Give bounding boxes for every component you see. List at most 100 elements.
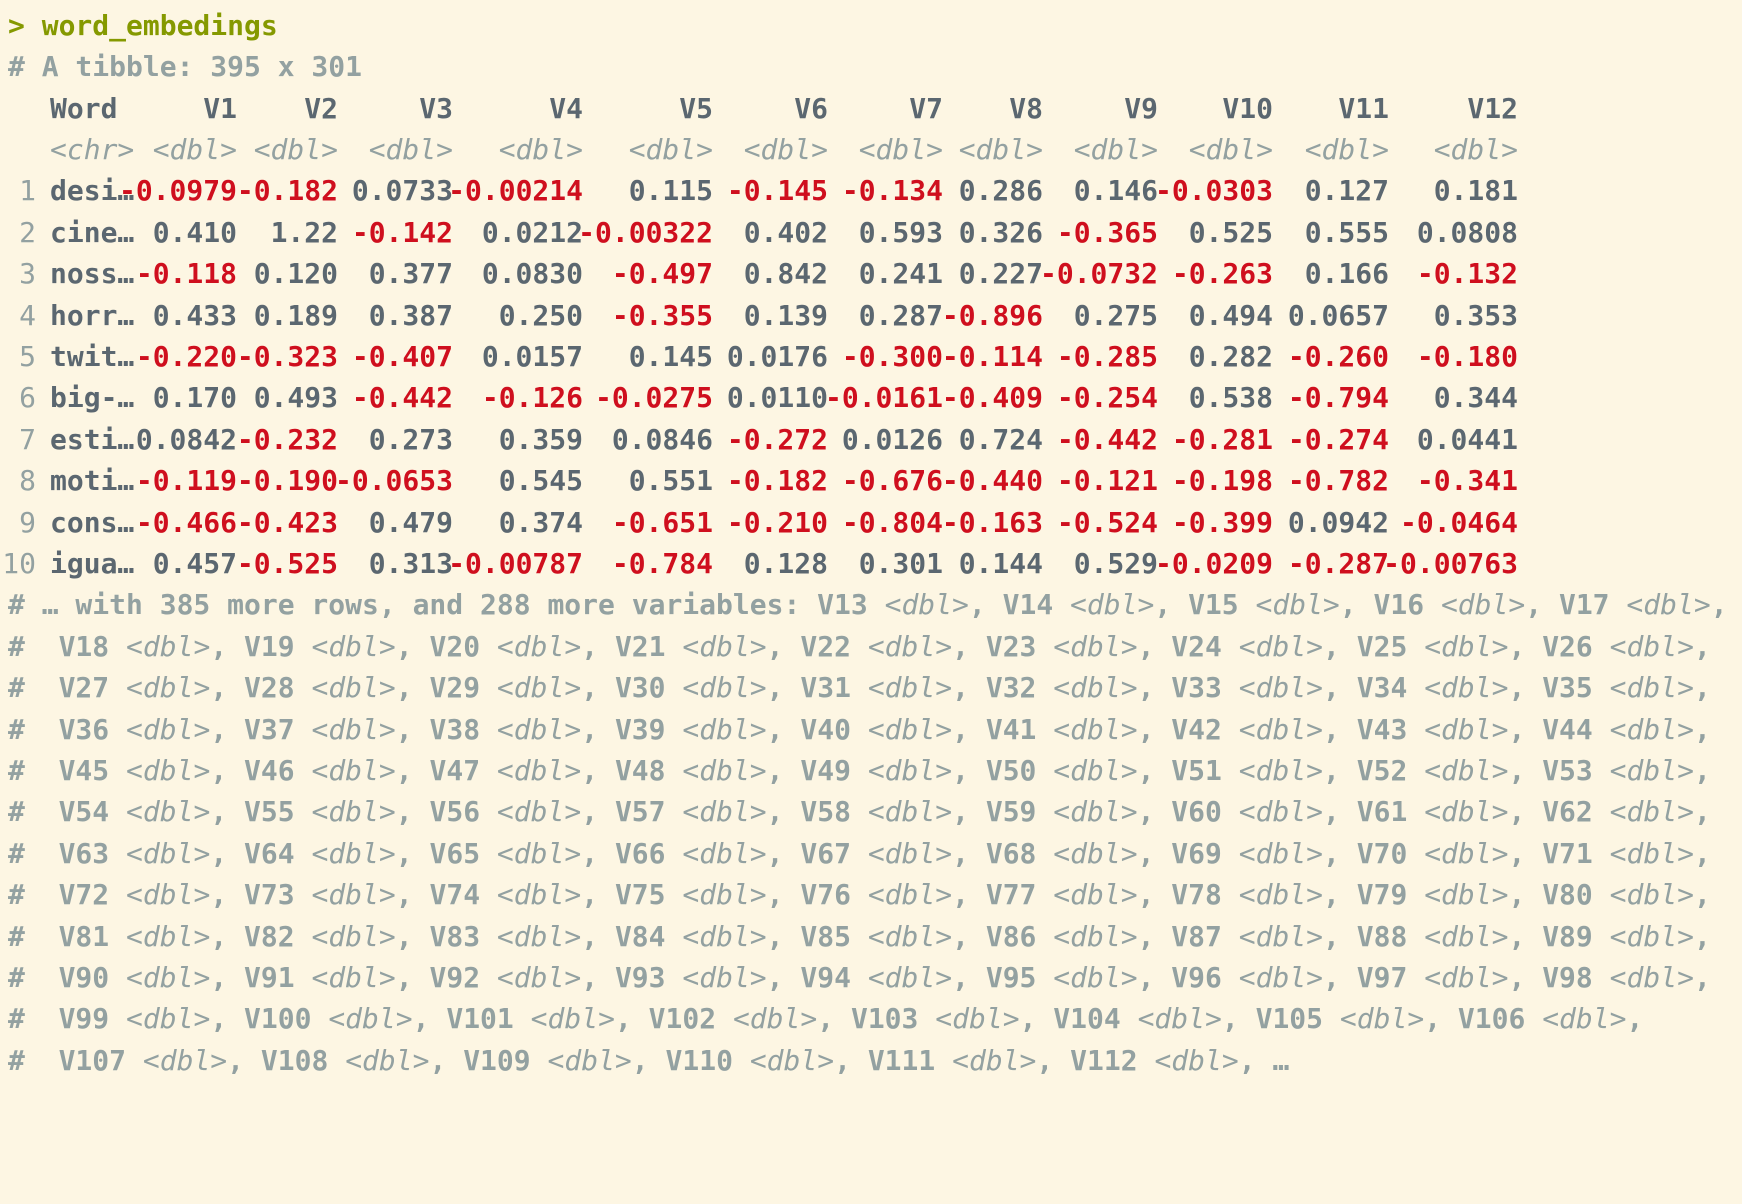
column-header: V1	[203, 91, 237, 125]
column-type: <dbl>	[743, 132, 828, 166]
value-cell: -0.274	[1287, 422, 1389, 456]
value-cell: -0.782	[1287, 464, 1389, 498]
variable-name: V53	[1542, 753, 1593, 787]
variable-type: <dbl>	[530, 1002, 615, 1036]
variable-type: <dbl>	[1053, 919, 1138, 953]
value-cell: -0.132	[1416, 257, 1518, 291]
variable-name: V79	[1356, 878, 1408, 912]
variable-type: <dbl>	[1053, 753, 1138, 787]
value-cell: 0.170	[152, 381, 237, 415]
value-cell: -0.00214	[448, 174, 583, 208]
table-row: 1 desi… -0.0979 -0.182 0.0733 -0.00214 0.115 -0…	[0, 168, 1742, 214]
variable-type: <dbl>	[126, 1002, 211, 1036]
variable-name: V112	[1070, 1043, 1138, 1077]
value-cell: 0.0176	[726, 339, 828, 373]
variable-type: <dbl>	[867, 919, 953, 953]
value-cell: 0.301	[858, 546, 943, 580]
value-cell: -0.0275	[594, 381, 713, 415]
value-cell: -0.794	[1287, 381, 1389, 415]
value-cell: -0.0303	[1154, 174, 1273, 208]
variable-type: <dbl>	[867, 836, 953, 870]
value-cell: -0.0161	[824, 381, 943, 415]
variable-name: V101	[446, 1002, 514, 1036]
variable-type: <dbl>	[1424, 836, 1509, 870]
tibble-header: # A tibble: 395 x 301	[8, 50, 363, 83]
variable-name: V98	[1542, 960, 1593, 994]
variable-type: <dbl>	[1053, 671, 1138, 705]
column-type: <dbl>	[958, 132, 1043, 166]
variable-name: V45	[58, 753, 110, 787]
variable-name: V64	[244, 836, 295, 870]
table-row: 4 horr… 0.433 0.189 0.387 0.250 -0.355 0.139 0.2…	[0, 293, 1742, 339]
variable-name: V41	[985, 712, 1037, 746]
value-cell: 0.529	[1073, 546, 1158, 580]
variable-type: <dbl>	[1609, 960, 1694, 994]
variable-name: V97	[1356, 960, 1408, 994]
variable-type: <dbl>	[682, 795, 767, 829]
variable-name: V58	[800, 795, 851, 829]
value-cell: -0.182	[236, 174, 338, 208]
variable-name: V75	[614, 878, 666, 912]
variable-type: <dbl>	[867, 878, 953, 912]
variable-name: V21	[614, 629, 666, 663]
variable-name: V70	[1356, 836, 1408, 870]
value-cell: -0.232	[236, 422, 338, 456]
value-cell: 0.724	[958, 422, 1043, 456]
value-cell: 0.353	[1433, 298, 1518, 332]
variable-type: <dbl>	[1053, 712, 1138, 746]
value-cell: -0.676	[841, 464, 943, 498]
variable-type: <dbl>	[732, 1002, 818, 1036]
variable-type: <dbl>	[1238, 712, 1324, 746]
footer-line: # V107 <dbl>, V108 <dbl>, V109 <dbl>, V1…	[8, 1043, 1290, 1077]
variable-type: <dbl>	[311, 712, 396, 746]
footer-line: # V45 <dbl>, V46 <dbl>, V47 <dbl>, V48 <…	[8, 753, 1728, 787]
variable-type: <dbl>	[1609, 836, 1694, 870]
variable-type: <dbl>	[884, 588, 969, 622]
variable-name: V43	[1356, 712, 1408, 746]
variable-type: <dbl>	[1154, 1043, 1239, 1077]
variable-type: <dbl>	[1053, 795, 1138, 829]
variable-type: <dbl>	[1238, 629, 1324, 663]
variable-name: V109	[463, 1043, 531, 1077]
value-cell: -0.263	[1171, 257, 1273, 291]
row-number: 7	[19, 422, 36, 456]
variable-type: <dbl>	[496, 712, 582, 746]
footer-line: # V54 <dbl>, V55 <dbl>, V56 <dbl>, V57 <…	[8, 795, 1728, 829]
variable-name: V57	[614, 795, 666, 829]
value-cell: 0.555	[1304, 215, 1389, 249]
variable-type: <dbl>	[749, 1043, 835, 1077]
value-cell: 0.494	[1188, 298, 1273, 332]
variable-type: <dbl>	[1238, 753, 1324, 787]
variable-name: V13	[817, 588, 868, 622]
value-cell: -0.254	[1056, 381, 1158, 415]
variable-name: V87	[1171, 919, 1222, 953]
value-cell: 0.377	[368, 257, 453, 291]
variable-name: V103	[850, 1002, 919, 1036]
variable-type: <dbl>	[1424, 795, 1509, 829]
variable-name: V111	[867, 1043, 936, 1077]
variable-type: <dbl>	[1424, 753, 1509, 787]
value-cell: 0.359	[498, 422, 583, 456]
variable-type: <dbl>	[1238, 795, 1324, 829]
value-cell: -0.118	[135, 257, 237, 291]
variable-name: V14	[1002, 588, 1054, 622]
variable-name: V49	[800, 753, 851, 787]
variable-name: V108	[260, 1043, 329, 1077]
row-number: 6	[19, 381, 36, 415]
variable-name: V30	[614, 671, 666, 705]
variable-type: <dbl>	[496, 671, 582, 705]
table-row: 10 igua… 0.457 -0.525 0.313 -0.00787 -0.784 0.1…	[0, 541, 1742, 587]
value-cell: 0.0657	[1287, 298, 1389, 332]
table-row: 8 moti… -0.119 -0.190 -0.0653 0.545 0.551 -0.18…	[0, 458, 1742, 504]
column-header: V2	[304, 91, 338, 125]
variable-name: V54	[58, 795, 110, 829]
variable-name: V63	[58, 836, 110, 870]
column-header: V11	[1338, 91, 1389, 125]
variable-name: V17	[1558, 588, 1610, 622]
variable-name: V67	[800, 836, 851, 870]
variable-name: V40	[800, 712, 851, 746]
footer-line: # V63 <dbl>, V64 <dbl>, V65 <dbl>, V66 <…	[8, 836, 1728, 870]
value-cell: 0.115	[628, 174, 713, 208]
variable-name: V35	[1542, 671, 1593, 705]
column-type: <dbl>	[498, 132, 583, 166]
